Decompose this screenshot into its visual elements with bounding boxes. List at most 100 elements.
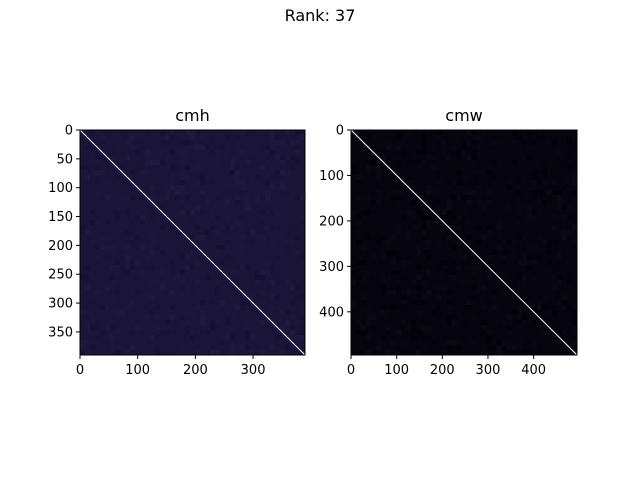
heatmap-cell (135, 325, 140, 330)
heatmap-cell (105, 305, 110, 310)
heatmap-cell (396, 255, 402, 260)
heatmap-cell (391, 305, 397, 310)
heatmap-cell (235, 345, 240, 350)
heatmap-cell (135, 235, 140, 240)
heatmap-cell (285, 230, 290, 235)
heatmap-cell (356, 175, 362, 180)
heatmap-cell (195, 225, 200, 230)
heatmap-cell (436, 295, 442, 300)
heatmap-cell (290, 240, 295, 245)
heatmap-cell (235, 170, 240, 175)
heatmap-cell (521, 275, 527, 280)
heatmap-cell (150, 275, 155, 280)
heatmap-cell (210, 350, 215, 355)
heatmap-cell (270, 130, 275, 135)
heatmap-cell (461, 155, 467, 160)
heatmap-cell (531, 315, 537, 320)
heatmap-cell (240, 305, 245, 310)
heatmap-cell (471, 155, 477, 160)
heatmap-cell (90, 300, 95, 305)
heatmap-cell (110, 235, 115, 240)
heatmap-cell (210, 135, 215, 140)
heatmap-cell (471, 150, 477, 155)
heatmap-cell (155, 150, 160, 155)
heatmap-cell (466, 345, 472, 350)
heatmap-cell (526, 260, 532, 265)
heatmap-cell (260, 220, 265, 225)
heatmap-cell (190, 310, 195, 315)
heatmap-cell (215, 290, 220, 295)
heatmap-cell (461, 310, 467, 315)
heatmap-cell (285, 130, 290, 135)
heatmap-cell (140, 240, 145, 245)
heatmap-cell (471, 280, 477, 285)
heatmap-cell (546, 170, 552, 175)
heatmap-cell (396, 135, 402, 140)
heatmap-cell (130, 305, 135, 310)
heatmap-cell (561, 300, 567, 305)
heatmap-cell (105, 230, 110, 235)
heatmap-cell (195, 130, 200, 135)
heatmap-cell (270, 210, 275, 215)
heatmap-cell (371, 185, 377, 190)
heatmap-cell (466, 330, 472, 335)
heatmap-cell (285, 245, 290, 250)
heatmap-cell (155, 335, 160, 340)
heatmap-cell (260, 275, 265, 280)
heatmap-cell (180, 190, 185, 195)
heatmap-cell (250, 240, 255, 245)
heatmap-cell (406, 275, 412, 280)
heatmap-cell (471, 190, 477, 195)
heatmap-cell (215, 285, 220, 290)
heatmap-cell (536, 235, 542, 240)
heatmap-cell (461, 140, 467, 145)
heatmap-cell (561, 235, 567, 240)
heatmap-cell (230, 340, 235, 345)
heatmap-cell (135, 290, 140, 295)
heatmap-cell (130, 170, 135, 175)
heatmap-cell (245, 250, 250, 255)
heatmap-cell (531, 325, 537, 330)
heatmap-cell (290, 225, 295, 230)
heatmap-cell (526, 350, 532, 355)
heatmap-cell (240, 265, 245, 270)
heatmap-cell (280, 185, 285, 190)
heatmap-cell (446, 155, 452, 160)
heatmap-cell (566, 325, 572, 330)
heatmap-cell (566, 230, 572, 235)
heatmap-cell (115, 265, 120, 270)
heatmap-cell (290, 310, 295, 315)
x-tick-label: 0 (347, 363, 355, 378)
heatmap-cell (471, 135, 477, 140)
heatmap-cell (491, 290, 497, 295)
heatmap-cell (381, 335, 387, 340)
heatmap-cell (210, 345, 215, 350)
heatmap-cell (125, 255, 130, 260)
heatmap-cell (526, 340, 532, 345)
heatmap-cell (506, 195, 512, 200)
heatmap-cell (225, 315, 230, 320)
heatmap-cell (180, 150, 185, 155)
heatmap-cell (190, 130, 195, 135)
heatmap-cell (165, 330, 170, 335)
heatmap-cell (215, 150, 220, 155)
heatmap-cell (456, 155, 462, 160)
heatmap-cell (531, 340, 537, 345)
heatmap-cell (115, 205, 120, 210)
heatmap-cell (245, 335, 250, 340)
heatmap-cell (531, 185, 537, 190)
heatmap-cell (105, 340, 110, 345)
heatmap-cell (265, 195, 270, 200)
heatmap-cell (280, 200, 285, 205)
heatmap-cell (531, 140, 537, 145)
heatmap-cell (521, 130, 527, 135)
heatmap-cell (536, 345, 542, 350)
heatmap-cell (456, 310, 462, 315)
heatmap-cell (175, 285, 180, 290)
heatmap-cell (250, 320, 255, 325)
heatmap-cell (215, 295, 220, 300)
heatmap-cell (366, 270, 372, 275)
heatmap-cell (436, 135, 442, 140)
heatmap-cell (541, 140, 547, 145)
heatmap-cell (471, 330, 477, 335)
